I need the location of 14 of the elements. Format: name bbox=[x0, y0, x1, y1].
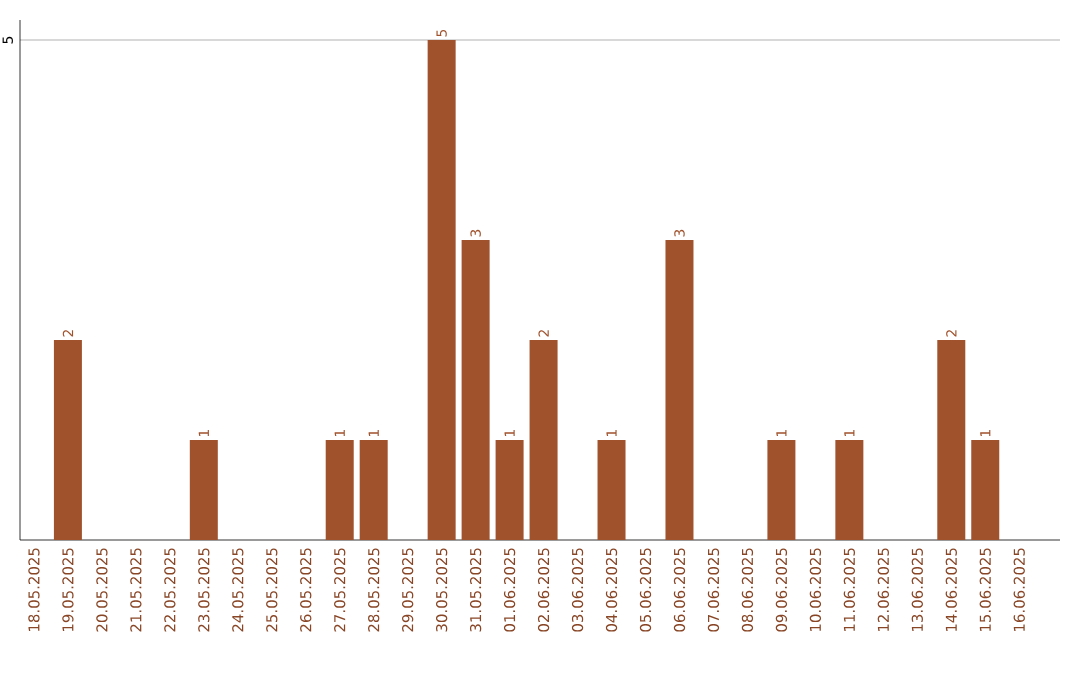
bar bbox=[427, 40, 456, 540]
bar bbox=[835, 440, 864, 540]
bar bbox=[359, 440, 388, 540]
bar bbox=[325, 440, 354, 540]
bar bbox=[767, 440, 796, 540]
bar bbox=[597, 440, 626, 540]
bar bbox=[189, 440, 218, 540]
bar bbox=[665, 240, 694, 540]
bar bbox=[461, 240, 490, 540]
bar bbox=[971, 440, 1000, 540]
bar bbox=[53, 340, 82, 540]
bar bbox=[495, 440, 524, 540]
bar bbox=[529, 340, 558, 540]
bar bbox=[937, 340, 966, 540]
